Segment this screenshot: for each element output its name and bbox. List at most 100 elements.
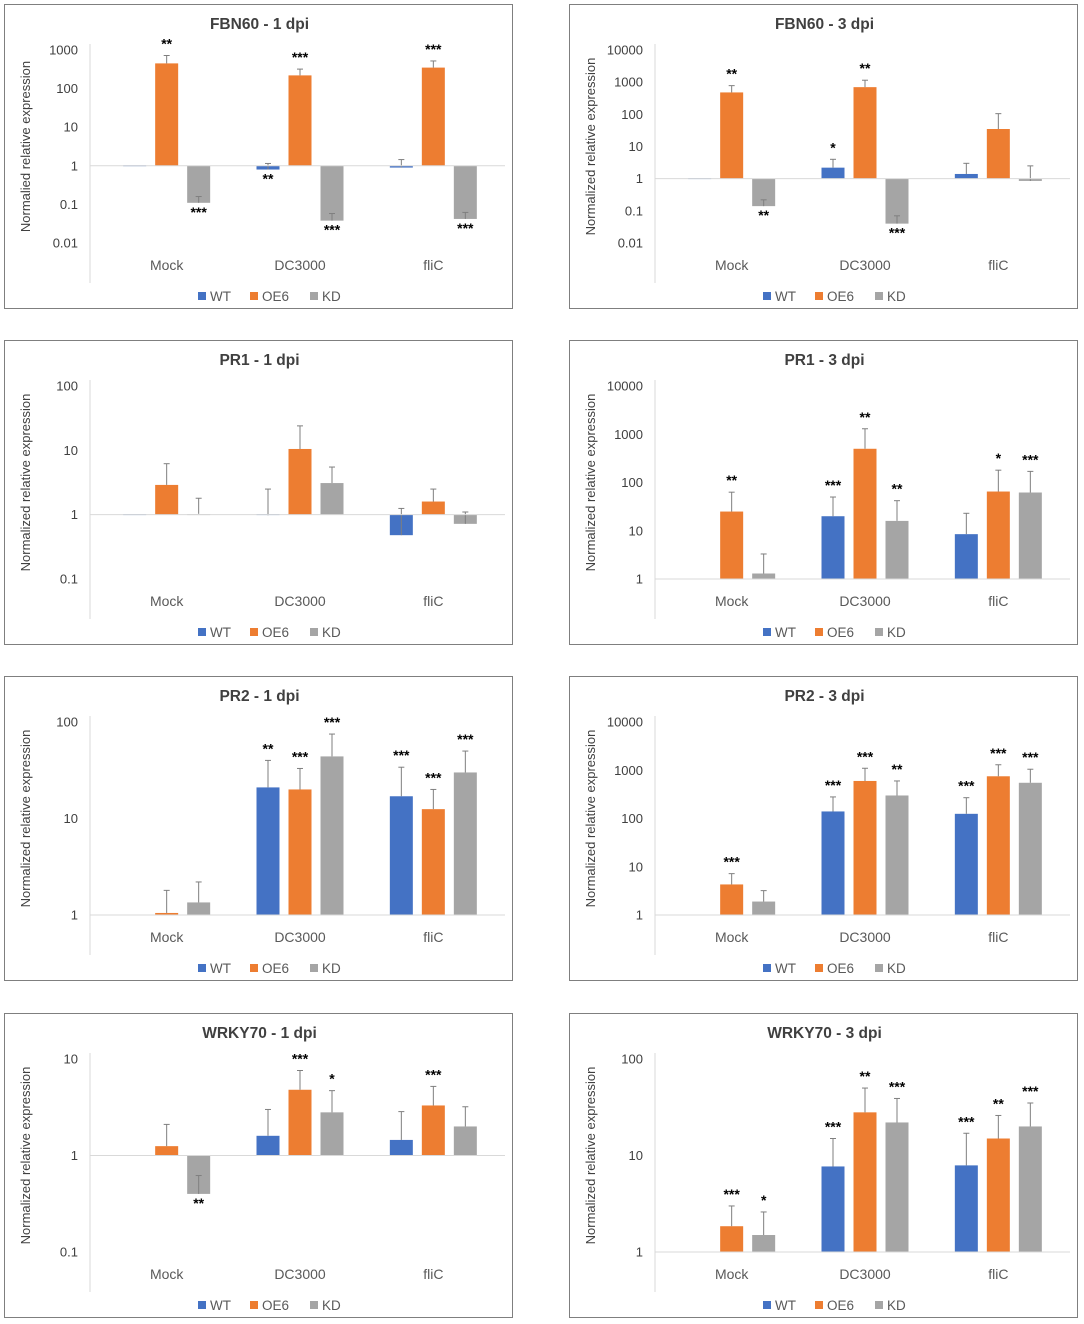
y-tick-label: 0.01	[53, 236, 78, 251]
bar-wt-dc3000	[256, 1135, 280, 1156]
bar-kd-flic	[1018, 782, 1042, 915]
legend-swatch	[250, 1301, 258, 1309]
significance-label: ***	[457, 731, 474, 747]
category-label: Mock	[150, 1266, 184, 1282]
significance-label: ***	[723, 1186, 740, 1202]
bar-kd-flic	[1018, 1126, 1042, 1252]
bar-oe6-flic	[421, 501, 445, 515]
y-tick-label: 10	[629, 523, 643, 538]
legend-swatch	[198, 292, 206, 300]
chart-svg: PR2 - 1 dpi Normalized relative expressio…	[18, 688, 505, 976]
bar-oe6-flic	[986, 491, 1010, 579]
legend-swatch	[310, 964, 318, 972]
error-bar	[760, 553, 767, 574]
error-bar	[163, 55, 170, 64]
significance-label: ***	[825, 777, 842, 793]
chart-panel-6: PR2 - 3 dpi Normalized relative expressio…	[569, 676, 1078, 981]
significance-label: *	[830, 139, 836, 155]
bar-oe6-mock	[155, 1146, 179, 1156]
significance-label: **	[726, 472, 737, 488]
legend-label: KD	[887, 625, 906, 640]
bar-kd-mock	[752, 901, 776, 915]
chart-title: PR1 - 1 dpi	[219, 352, 299, 369]
error-bar	[862, 428, 868, 449]
error-bar	[760, 890, 767, 902]
chart-panel-2: FBN60 - 3 dpi Normalized relative express…	[569, 4, 1078, 309]
category-label: DC3000	[839, 1266, 891, 1282]
error-bar	[297, 425, 303, 449]
error-bar	[398, 766, 405, 797]
legend: WT OE6 KD	[198, 289, 341, 304]
category-label: fliC	[423, 929, 443, 945]
significance-label: **	[161, 36, 172, 52]
error-bar	[894, 215, 900, 224]
bar-wt-flic	[389, 796, 413, 915]
significance-label: ***	[1022, 749, 1039, 765]
y-tick-label: 10	[64, 120, 78, 135]
significance-label: **	[892, 761, 903, 777]
bar-oe6-mock	[155, 63, 179, 166]
significance-label: **	[758, 207, 769, 223]
category-label: DC3000	[274, 929, 326, 945]
error-bar	[728, 873, 735, 885]
category-label: fliC	[988, 257, 1008, 273]
bar-oe6-flic	[421, 809, 445, 915]
error-bar	[462, 211, 469, 219]
y-tick-label: 100	[621, 1052, 643, 1067]
legend-label: OE6	[827, 1298, 854, 1313]
significance-label: ***	[324, 222, 341, 238]
significance-label: ***	[958, 1113, 975, 1129]
error-bar	[398, 1111, 405, 1140]
error-bar	[265, 488, 271, 516]
legend-swatch	[310, 1301, 318, 1309]
bar-kd-flic	[1018, 492, 1042, 579]
error-bar	[329, 466, 335, 484]
significance-label: **	[726, 66, 737, 82]
y-tick-label: 1	[636, 171, 643, 186]
significance-label: ***	[425, 41, 442, 57]
chart-title: PR2 - 3 dpi	[784, 688, 864, 705]
significance-label: ***	[990, 745, 1007, 761]
legend-label: WT	[210, 961, 231, 976]
error-bar	[894, 1097, 900, 1123]
error-bar	[830, 1138, 836, 1167]
legend-label: OE6	[827, 961, 854, 976]
bar-kd-dc3000	[885, 520, 909, 579]
error-bar	[297, 1070, 303, 1090]
error-bar	[297, 68, 303, 76]
legend: WT OE6 KD	[763, 625, 906, 640]
error-bar	[430, 1085, 437, 1106]
category-label: Mock	[715, 929, 749, 945]
error-bar	[963, 1132, 970, 1166]
legend-swatch	[815, 628, 823, 636]
error-bar	[398, 507, 405, 536]
legend-swatch	[815, 964, 823, 972]
chart-svg: FBN60 - 1 dpi Normalied relative expressi…	[18, 16, 505, 304]
error-bar	[195, 1175, 202, 1194]
bar-kd-flic	[453, 1126, 477, 1156]
legend-label: WT	[210, 289, 231, 304]
error-bar	[995, 469, 1002, 492]
legend-swatch	[875, 1301, 883, 1309]
y-axis-label: Normalized relative expression	[583, 730, 598, 908]
legend-label: OE6	[262, 289, 289, 304]
category-label: DC3000	[274, 593, 326, 609]
error-bar	[995, 1114, 1002, 1139]
legend-label: OE6	[262, 1298, 289, 1313]
chart-svg: PR2 - 3 dpi Normalized relative expressio…	[583, 688, 1070, 976]
legend-swatch	[763, 1301, 771, 1309]
error-bar	[195, 196, 202, 203]
legend: WT OE6 KD	[763, 1298, 906, 1313]
y-tick-label: 1	[636, 908, 643, 923]
y-axis-label: Normalized relative expression	[583, 394, 598, 572]
significance-label: *	[329, 1071, 335, 1087]
bar-kd-mock	[187, 902, 211, 915]
y-tick-label: 1000	[614, 763, 643, 778]
error-bar	[862, 79, 868, 88]
error-bar	[430, 60, 437, 68]
y-tick-label: 10	[64, 1052, 78, 1067]
bar-kd-flic	[453, 772, 477, 915]
legend-swatch	[310, 628, 318, 636]
category-label: fliC	[988, 929, 1008, 945]
y-tick-label: 1	[71, 1148, 78, 1163]
